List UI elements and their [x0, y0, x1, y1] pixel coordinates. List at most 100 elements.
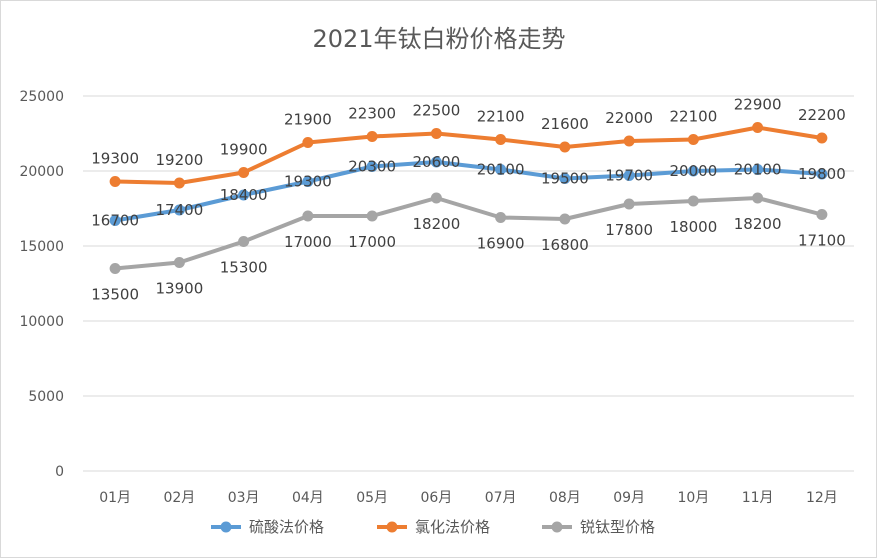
legend-label: 氯化法价格 [415, 518, 490, 536]
legend-swatch-marker [220, 521, 232, 533]
data-point [238, 167, 250, 178]
data-label: 22300 [348, 105, 396, 123]
data-point [366, 210, 378, 222]
y-tick-label: 10000 [19, 314, 64, 330]
legend-label: 硫酸法价格 [249, 518, 324, 536]
x-tick-label: 09月 [613, 490, 645, 506]
x-tick-label: 10月 [677, 490, 709, 506]
series-line [113, 160, 824, 223]
data-label: 22200 [798, 106, 846, 124]
data-point [302, 137, 314, 148]
data-point [687, 134, 699, 145]
data-label: 17000 [348, 233, 396, 251]
data-label: 22100 [477, 108, 525, 126]
x-tick-label: 04月 [292, 490, 324, 506]
series-line [113, 196, 824, 271]
data-point [173, 177, 185, 189]
data-label: 18200 [734, 215, 782, 233]
data-label: 22100 [670, 108, 718, 126]
data-point [495, 212, 507, 223]
data-point [623, 170, 635, 181]
data-label: 19200 [156, 151, 204, 169]
data-point [302, 210, 314, 222]
data-point [109, 215, 121, 226]
data-label: 22000 [605, 109, 653, 127]
data-point [687, 195, 699, 207]
data-label: 17000 [284, 233, 332, 251]
data-label: 22500 [413, 102, 461, 120]
data-label: 20600 [413, 153, 461, 171]
data-label: 19300 [91, 150, 139, 168]
x-tick-label: 05月 [356, 490, 388, 506]
data-label: 17800 [605, 221, 653, 239]
data-label: 21900 [284, 111, 332, 129]
data-label: 13900 [156, 280, 204, 298]
data-point [109, 263, 121, 274]
data-label: 17100 [798, 232, 846, 250]
y-tick-label: 15000 [19, 239, 64, 255]
data-point [816, 168, 828, 180]
legend: 硫酸法价格 氯化法价格 锐钛型价格 [211, 518, 655, 536]
data-label: 19500 [541, 170, 589, 188]
data-label: 20100 [477, 161, 525, 179]
data-label: 20000 [670, 162, 718, 180]
data-point [173, 257, 185, 268]
series-lines [109, 122, 828, 274]
data-point [559, 173, 571, 184]
x-tick-label: 11月 [742, 490, 774, 506]
data-label: 19700 [605, 167, 653, 185]
data-label: 19900 [220, 141, 268, 159]
data-point [430, 156, 442, 168]
data-point [559, 213, 571, 225]
data-label: 18000 [670, 218, 718, 236]
data-point [430, 128, 442, 139]
data-point [752, 122, 764, 133]
data-label: 18200 [413, 215, 461, 233]
data-point [816, 132, 828, 144]
data-point [238, 236, 250, 247]
legend-swatch-marker [386, 521, 398, 533]
gridlines [83, 95, 854, 472]
legend-label: 锐钛型价格 [580, 518, 655, 536]
legend-swatch-marker [551, 521, 563, 533]
data-point [816, 209, 828, 220]
data-point [623, 135, 635, 147]
data-point [687, 165, 699, 177]
data-label: 19800 [798, 165, 846, 183]
x-axis-ticks: 01月 02月 03月 04月 05月 06月 07月 08月 09月 10月 11月 12月 [99, 490, 838, 506]
data-label: 20300 [348, 158, 396, 176]
data-point [173, 204, 185, 216]
data-point [430, 192, 442, 204]
data-label: 18400 [220, 186, 268, 204]
y-tick-label: 0 [55, 464, 64, 480]
x-tick-label: 08月 [549, 490, 581, 506]
x-tick-label: 03月 [228, 490, 260, 506]
data-point [366, 161, 378, 172]
data-label: 22900 [734, 96, 782, 114]
data-label: 20100 [734, 161, 782, 179]
data-point [109, 176, 121, 187]
data-point [366, 131, 378, 142]
data-point [752, 164, 764, 175]
data-label: 17400 [156, 201, 204, 219]
y-tick-label: 20000 [19, 164, 64, 180]
chart-title: 2021年钛白粉价格走势 [312, 25, 565, 53]
data-point [559, 141, 571, 153]
x-tick-label: 02月 [163, 490, 195, 506]
data-label: 16900 [477, 235, 525, 253]
data-label: 16700 [91, 212, 139, 230]
data-point [495, 164, 507, 175]
data-point [302, 176, 314, 187]
data-labels: 16700 17400 18400 19300 20300 20600 20100 19500… [91, 96, 845, 304]
data-label: 13500 [91, 286, 139, 304]
x-tick-label: 01月 [99, 490, 131, 506]
y-tick-label: 5000 [28, 389, 64, 405]
data-label: 19300 [284, 173, 332, 191]
data-label: 16800 [541, 236, 589, 254]
x-tick-label: 06月 [420, 490, 452, 506]
data-label: 21600 [541, 115, 589, 133]
data-point [238, 189, 250, 201]
x-tick-label: 12月 [806, 490, 838, 506]
